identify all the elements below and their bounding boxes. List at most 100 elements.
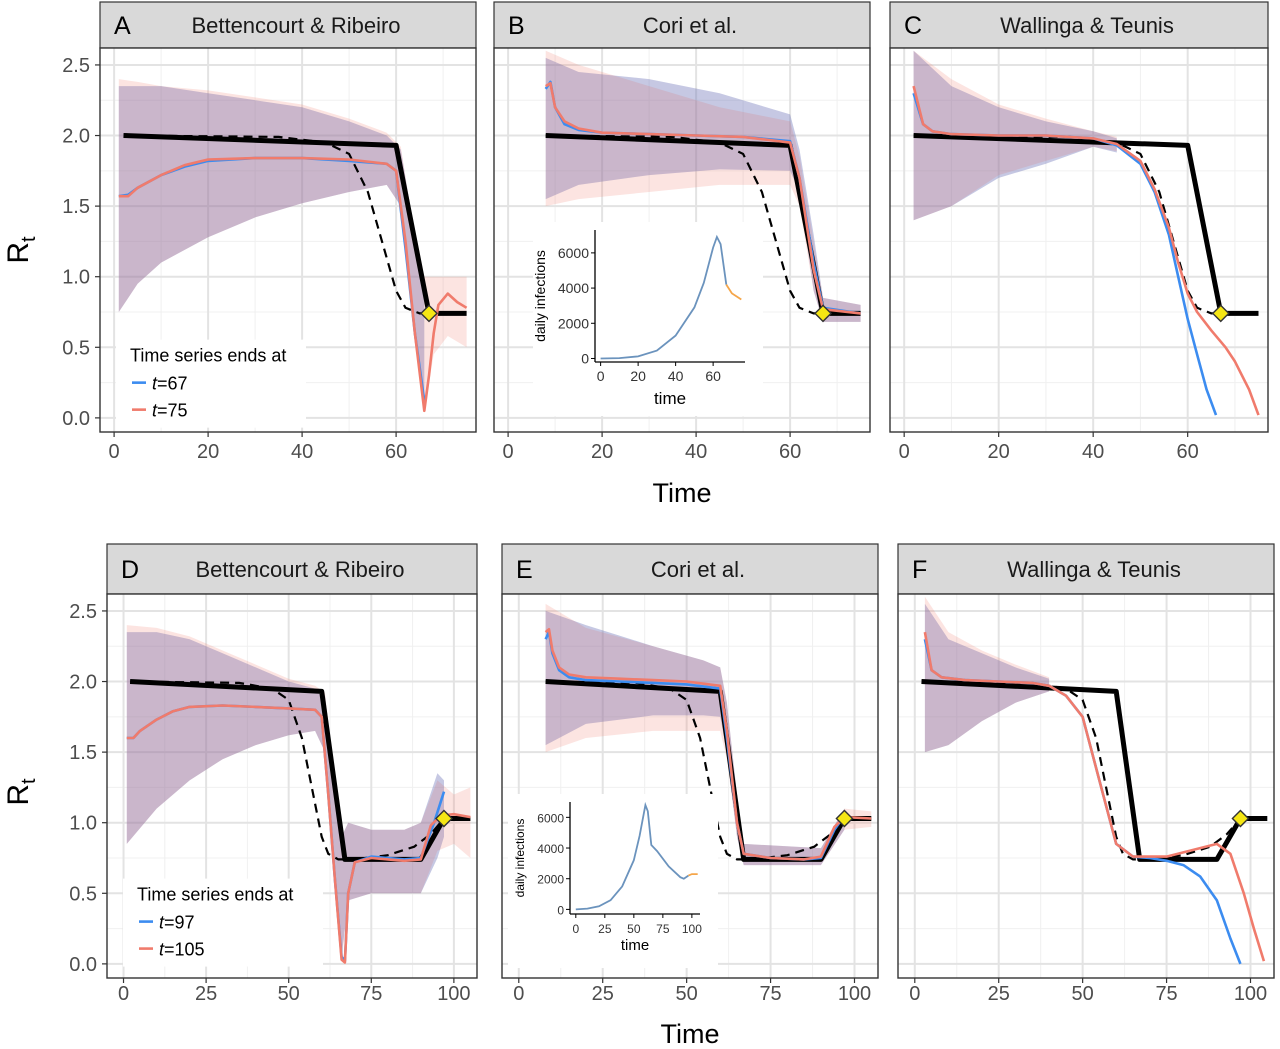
x-tick-label: 100 (437, 983, 470, 1005)
x-tick-label: 50 (278, 983, 300, 1005)
inset-infections-tail (688, 873, 698, 877)
inset-bg (533, 222, 763, 416)
panel-strip (106, 543, 478, 595)
inset-x-tick-label: 60 (705, 368, 721, 384)
x-tick-label: 60 (779, 441, 801, 463)
inset-x-tick-label: 75 (656, 922, 670, 936)
inset-y-label: daily infections (532, 250, 548, 342)
panel-d: D Bettencourt & Ribeiro 0 25 50 75 100 0.0 0.5 1.… (69, 543, 478, 1005)
panel-letter: D (121, 556, 139, 584)
legend-label: t=67 (152, 374, 188, 394)
estimate-line-red (118, 156, 468, 413)
inset-infections-line (575, 801, 689, 911)
x-tick-label: 0 (909, 983, 920, 1005)
end-marker (835, 809, 854, 828)
y-tick-label: 2.0 (62, 126, 90, 148)
data-layer (118, 79, 468, 413)
inset-infections-tail (725, 284, 742, 301)
smoothed-rt-line (545, 134, 823, 315)
panel-title: Wallinga & Teunis (1000, 13, 1174, 38)
panel-letter: A (114, 12, 131, 40)
inset-y-tick-label: 0 (581, 350, 589, 366)
x-tick-label: 25 (988, 983, 1010, 1005)
end-marker (1211, 304, 1230, 323)
ci-band-overlap (545, 610, 845, 866)
x-tick-label: 0 (109, 441, 120, 463)
panel-letter: B (508, 12, 525, 40)
panel-strip (99, 1, 477, 49)
panel-title: Bettencourt & Ribeiro (191, 13, 400, 38)
x-tick-label: 50 (1072, 983, 1094, 1005)
plot-area (898, 594, 1274, 978)
y-tick-label: 1.0 (62, 267, 90, 289)
inset-x-label: time (654, 389, 686, 408)
panel-c: C Wallinga & Teunis 0 20 40 60 (889, 1, 1269, 463)
legend: Time series ends at t=67 t=75 (116, 339, 306, 428)
x-tick-label: 100 (838, 983, 871, 1005)
y-tick-label: 0.5 (62, 337, 90, 359)
panel-a: A Bettencourt & Ribeiro 0 20 40 60 0.0 0.5 1.0 1.… (62, 1, 477, 463)
panel-title: Cori et al. (651, 557, 745, 582)
y-axis-label-bottom: Rt (2, 778, 40, 806)
x-axis-label-bottom: Time (661, 1019, 720, 1049)
legend-title: Time series ends at (130, 346, 286, 366)
panel-border (889, 47, 1269, 433)
x-tick-label: 100 (1234, 983, 1267, 1005)
x-tick-label: 0 (899, 441, 910, 463)
x-tick-label: 75 (759, 983, 781, 1005)
inset-y-tick-label: 4000 (537, 842, 564, 856)
legend-label: t=105 (159, 940, 205, 960)
inset-y-tick-label: 6000 (558, 245, 589, 261)
x-tick-label: 75 (1155, 983, 1177, 1005)
ci-band-blue (545, 57, 861, 322)
panel-border (501, 593, 879, 979)
smoothed-rt-line (130, 680, 445, 861)
inset-infections-line (600, 234, 728, 360)
panel-e: E Cori et al. 0 25 50 75 100 0 2000 4000 6000 0 25 50… (501, 543, 879, 1005)
inset-daily-infections: 0 2000 4000 6000 0 25 50 75 100 time daily infecti… (508, 794, 718, 968)
end-marker (420, 304, 438, 323)
ci-band-overlap (126, 632, 445, 957)
panel-letter: C (904, 12, 922, 40)
data-layer (921, 596, 1268, 965)
panel-border (99, 47, 477, 433)
legend: Time series ends at t=97 t=105 (123, 878, 323, 967)
data-layer (544, 50, 861, 322)
ci-band-overlap (545, 57, 861, 322)
panel-f: F Wallinga & Teunis 0 25 50 75 100 (897, 543, 1275, 1005)
ci-band-blue (118, 86, 425, 404)
panel-letter: E (516, 556, 533, 584)
inset-x-tick-label: 50 (627, 922, 641, 936)
ci-band-red (545, 603, 872, 866)
estimate-line-red (126, 704, 471, 964)
inset-y-tick-label: 2000 (558, 315, 589, 331)
estimate-line-red (545, 82, 861, 315)
panel-border (493, 47, 871, 433)
panel-title: Wallinga & Teunis (1007, 557, 1181, 582)
inset-x-label: time (621, 937, 649, 954)
ci-band-blue (924, 603, 1050, 753)
panel-title: Cori et al. (643, 13, 737, 38)
legend-label: t=97 (159, 913, 195, 933)
ci-band-red (924, 596, 1050, 753)
x-tick-label: 0 (118, 983, 129, 1005)
inset-y-tick-label: 2000 (537, 873, 564, 887)
estimate-line-red (912, 85, 1260, 416)
inset-x-tick-label: 0 (597, 368, 605, 384)
x-tick-label: 60 (385, 441, 407, 463)
y-tick-label: 2.5 (69, 601, 97, 623)
y-tick-label: 1.0 (69, 813, 97, 835)
data-layer (912, 50, 1260, 416)
ci-band-blue (126, 632, 445, 957)
panel-title: Bettencourt & Ribeiro (195, 557, 404, 582)
y-tick-label: 2.0 (69, 672, 97, 694)
x-tick-label: 0 (503, 441, 514, 463)
x-tick-label: 40 (685, 441, 707, 463)
x-tick-label: 60 (1177, 441, 1199, 463)
true-rt-line (123, 133, 467, 316)
inset-y-tick-label: 4000 (558, 280, 589, 296)
estimate-line-red (923, 631, 1266, 962)
end-marker (1231, 809, 1250, 828)
inset-x-tick-label: 40 (668, 368, 684, 384)
